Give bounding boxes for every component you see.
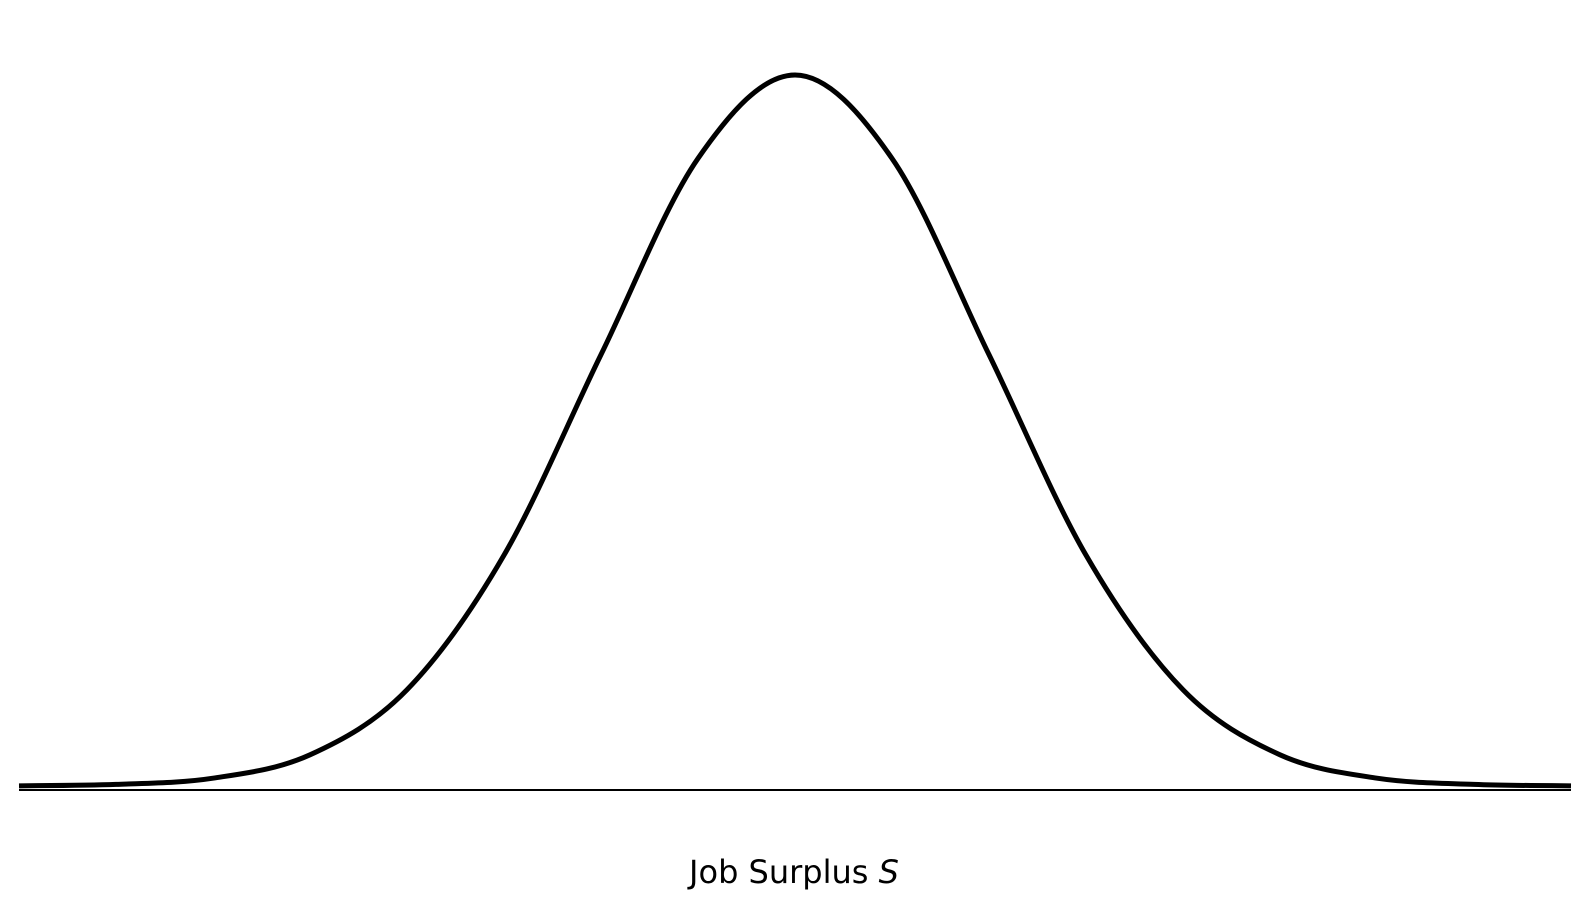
x-axis-label: Job Surplus S bbox=[687, 853, 899, 891]
density-curve bbox=[18, 72, 1572, 789]
x-axis-label-text: Job Surplus bbox=[687, 853, 868, 891]
x-axis-label-variable: S bbox=[879, 853, 899, 891]
